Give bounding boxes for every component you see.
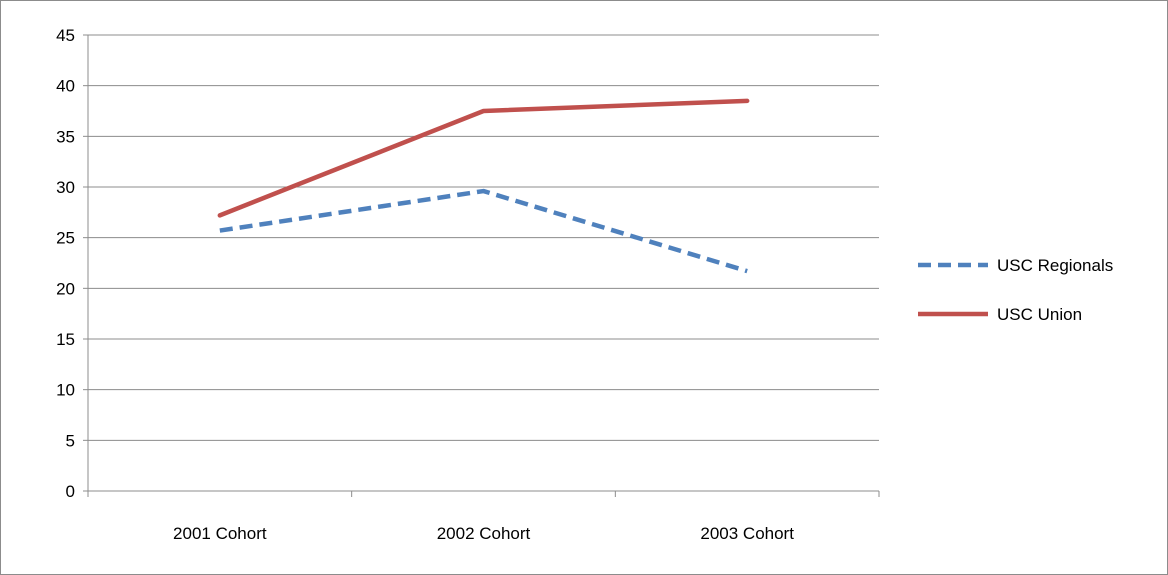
y-tick-label: 15 — [56, 330, 75, 349]
x-tick-label: 2002 Cohort — [437, 524, 531, 543]
y-tick-label: 10 — [56, 381, 75, 400]
y-tick-label: 45 — [56, 26, 75, 45]
y-tick-label: 35 — [56, 127, 75, 146]
series-line-2 — [217, 98, 750, 218]
series-line-1 — [219, 188, 748, 274]
x-tick-label: 2001 Cohort — [173, 524, 267, 543]
y-tick-label: 20 — [56, 279, 75, 298]
legend: USC Regionals USC Union — [918, 256, 1113, 324]
y-tick-label: 5 — [66, 431, 75, 450]
series-lines — [217, 98, 750, 274]
y-tick-label: 0 — [66, 482, 75, 501]
gridlines — [88, 34, 879, 441]
legend-label: USC Union — [997, 305, 1082, 324]
y-tick-labels: 0 5 10 15 20 25 30 35 40 45 — [56, 26, 75, 501]
legend-label: USC Regionals — [997, 256, 1113, 275]
y-tick-label: 25 — [56, 229, 75, 248]
x-tick-labels: 2001 Cohort 2002 Cohort 2003 Cohort — [173, 524, 794, 543]
y-tick-label: 30 — [56, 178, 75, 197]
axes — [83, 34, 880, 497]
x-tick-label: 2003 Cohort — [700, 524, 794, 543]
y-tick-label: 40 — [56, 77, 75, 96]
